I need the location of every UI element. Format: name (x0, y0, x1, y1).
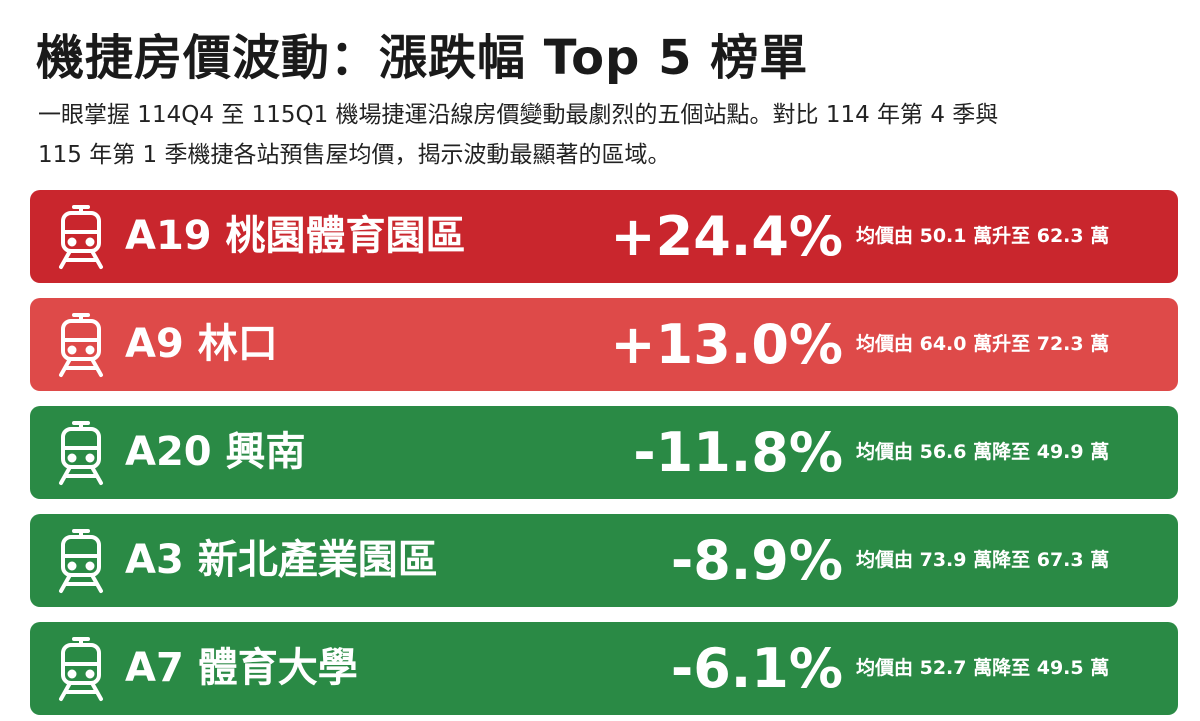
train-icon-svg (59, 421, 103, 485)
train-icon-svg (59, 313, 103, 377)
station-row: A7 體育大學 -6.1% 均價由 52.7 萬降至 49.5 萬 (30, 622, 1178, 715)
price-change: -11.8% (633, 421, 843, 484)
price-detail: 均價由 52.7 萬降至 49.5 萬 (856, 657, 1110, 679)
price-detail: 均價由 56.6 萬降至 49.9 萬 (856, 441, 1110, 463)
station-name: A3 新北產業園區 (125, 537, 438, 583)
price-detail: 均價由 64.0 萬升至 72.3 萬 (856, 333, 1110, 355)
train-icon (56, 636, 106, 706)
price-change: +13.0% (610, 313, 843, 376)
subtitle: 115 年第 1 季機捷各站預售屋均價，揭示波動最顯著的區域。 (38, 142, 671, 168)
price-change: -8.9% (670, 529, 843, 592)
price-detail: 均價由 50.1 萬升至 62.3 萬 (856, 225, 1110, 247)
station-name: A9 林口 (125, 321, 278, 367)
title: 機捷房價波動：漲跌幅 Top 5 榜單 (36, 30, 809, 86)
station-name: A20 興南 (125, 429, 306, 475)
station-row: A20 興南 -11.8% 均價由 56.6 萬降至 49.9 萬 (30, 406, 1178, 499)
station-row: A9 林口 +13.0% 均價由 64.0 萬升至 72.3 萬 (30, 298, 1178, 391)
train-icon (56, 420, 106, 490)
train-icon (56, 204, 106, 274)
train-icon-svg (59, 529, 103, 593)
station-name: A7 體育大學 (125, 645, 358, 691)
price-detail: 均價由 73.9 萬降至 67.3 萬 (856, 549, 1110, 571)
subtitle: 一眼掌握 114Q4 至 115Q1 機場捷運沿線房價變動最劇烈的五個站點。對比… (38, 102, 999, 128)
station-row: A19 桃園體育園區 +24.4% 均價由 50.1 萬升至 62.3 萬 (30, 190, 1178, 283)
train-icon (56, 312, 106, 382)
train-icon-svg (59, 205, 103, 269)
station-name: A19 桃園體育園區 (125, 213, 466, 259)
price-change: -6.1% (670, 637, 843, 700)
station-row: A3 新北產業園區 -8.9% 均價由 73.9 萬降至 67.3 萬 (30, 514, 1178, 607)
train-icon (56, 528, 106, 598)
price-change: +24.4% (610, 205, 843, 268)
train-icon-svg (59, 637, 103, 701)
